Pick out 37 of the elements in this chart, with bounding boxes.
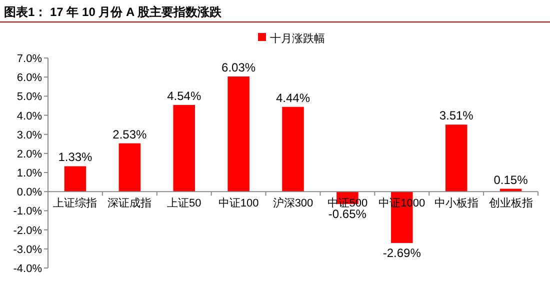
y-tick-label: 6.0% [16, 72, 42, 84]
bar [445, 124, 468, 192]
data-label: 3.51% [439, 108, 474, 123]
y-tick-label: 3.0% [16, 129, 42, 142]
legend-label: 十月涨跌幅 [270, 32, 325, 45]
y-tick-label: 2.0% [16, 148, 42, 160]
data-label: 0.15% [494, 172, 528, 187]
y-tick-label: -1.0% [13, 206, 42, 218]
x-tick-label: 中证500 [327, 196, 368, 210]
x-tick-label: 上证50 [166, 196, 202, 210]
y-tick-label: -2.0% [13, 224, 42, 237]
data-label: 1.33% [58, 150, 93, 164]
y-tick-label: 5.0% [16, 91, 42, 104]
data-label: 2.53% [112, 127, 148, 142]
y-tick-label: 4.0% [16, 110, 42, 122]
y-tick-label: -4.0% [13, 263, 42, 275]
bar [64, 166, 86, 192]
bar [173, 104, 195, 192]
data-label: -2.69% [382, 246, 422, 260]
y-tick-label: 1.0% [16, 168, 42, 180]
bar [228, 76, 250, 192]
x-tick-label: 创业板指 [488, 196, 533, 210]
y-tick-label: 7.0% [16, 53, 42, 65]
y-tick-label: 0.0% [16, 186, 42, 199]
x-tick-label: 中证100 [218, 196, 259, 210]
data-label: 4.44% [276, 90, 310, 105]
chart-title: 图表1： 17 年 10 月份 A 股主要指数涨跌 [4, 5, 223, 19]
data-label: -0.65% [328, 207, 367, 222]
y-tick-label: -3.0% [13, 244, 42, 256]
x-tick-label: 上证综指 [53, 196, 98, 210]
data-label: 6.03% [222, 60, 256, 75]
x-tick-label: 沪深300 [272, 196, 314, 210]
x-tick-label: 中小板指 [434, 196, 478, 210]
bar [118, 143, 141, 192]
bar [282, 106, 304, 192]
data-label: 4.54% [167, 88, 202, 103]
x-tick-label: 深证成指 [108, 196, 152, 210]
